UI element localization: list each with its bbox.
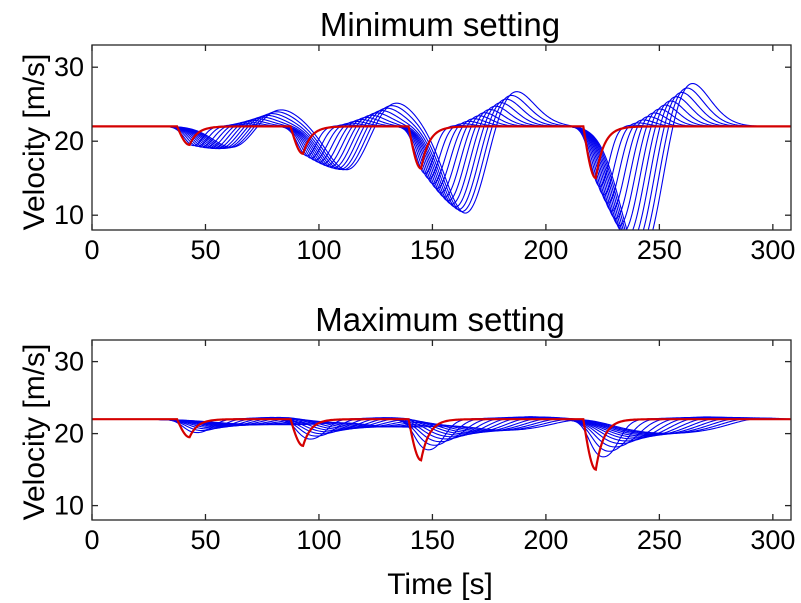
panel-maximum-setting: Maximum setting Velocity [m/s] 0 50 100 150…: [18, 301, 795, 601]
follower-vehicle-line: [92, 416, 791, 437]
x-tick-label: 0: [84, 235, 99, 265]
follower-vehicle-line: [92, 82, 791, 230]
plot-area: [92, 416, 791, 472]
x-tick-label: 0: [84, 525, 99, 555]
axes-frame: [91, 44, 792, 231]
lead-vehicle-line: [92, 125, 791, 180]
x-tick-label: 200: [523, 525, 568, 555]
follower-vehicle-line: [92, 416, 791, 442]
x-tick-label: 100: [296, 525, 341, 555]
tick-marks: [91, 340, 791, 520]
y-tick-label: 10: [54, 200, 84, 230]
x-axis-label: Time [s]: [387, 568, 493, 601]
axes-frame: [91, 339, 792, 521]
y-axis-label: Velocity [m/s]: [18, 54, 51, 231]
y-tick-label: 20: [54, 126, 84, 156]
x-tick-label: 50: [190, 235, 220, 265]
y-tick-label: 30: [54, 52, 84, 82]
lead-vehicle-line: [92, 418, 791, 472]
follower-vehicle-line: [92, 91, 791, 230]
follower-vehicle-line: [92, 100, 791, 230]
tick-marks: [91, 45, 791, 230]
x-tick-label: 250: [637, 235, 682, 265]
follower-vehicle-line: [92, 87, 791, 230]
chart-title: Maximum setting: [315, 301, 564, 338]
y-tick-labels: 10 20 30: [54, 52, 84, 230]
x-tick-label: 50: [190, 525, 220, 555]
follower-vehicle-line: [92, 416, 791, 440]
follower-vehicle-line: [92, 417, 791, 448]
x-tick-label: 150: [410, 235, 455, 265]
y-axis-label: Velocity [m/s]: [18, 344, 51, 521]
y-tick-label: 10: [54, 491, 84, 521]
follower-vehicle-line: [92, 416, 791, 438]
plot-area: [92, 82, 791, 230]
x-tick-labels: 0 50 100 150 200 250 300: [84, 525, 795, 555]
x-tick-label: 300: [750, 235, 795, 265]
follower-vehicle-line: [92, 104, 791, 230]
y-tick-label: 30: [54, 347, 84, 377]
follower-vehicle-line: [92, 108, 791, 227]
x-tick-label: 150: [410, 525, 455, 555]
x-tick-label: 250: [637, 525, 682, 555]
y-tick-label: 20: [54, 419, 84, 449]
x-tick-label: 200: [523, 235, 568, 265]
x-tick-labels: 0 50 100 150 200 250 300: [84, 235, 795, 265]
chart-title: Minimum setting: [320, 6, 560, 43]
y-tick-labels: 10 20 30: [54, 347, 84, 521]
x-tick-label: 100: [296, 235, 341, 265]
x-tick-label: 300: [750, 525, 795, 555]
panel-minimum-setting: Minimum setting Velocity [m/s] 0 50 100 150…: [18, 6, 795, 265]
